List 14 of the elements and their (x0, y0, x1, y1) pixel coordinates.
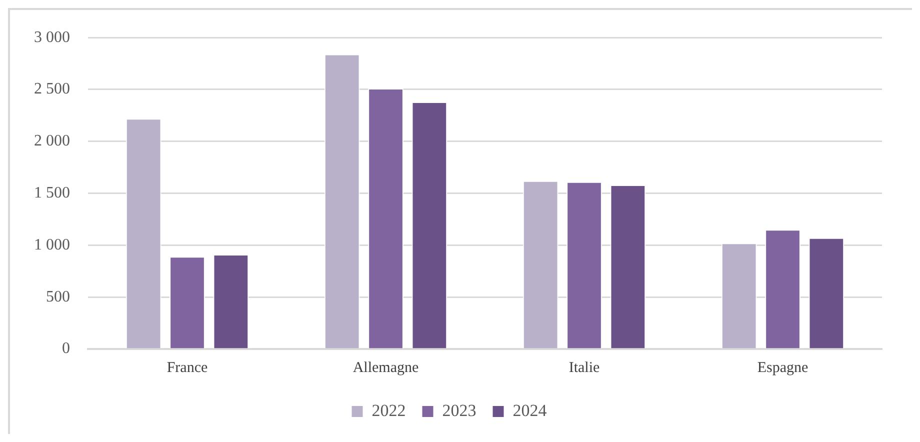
y-tick-label: 2 500 (34, 80, 70, 98)
x-tick-label: Allemagne (352, 360, 419, 376)
y-tick-label: 1 000 (34, 236, 70, 254)
y-tick-label: 2 000 (34, 132, 70, 150)
y-tick-label: 1 500 (34, 184, 70, 202)
legend-label: 2024 (512, 400, 548, 420)
x-tick-label: Italie (568, 360, 600, 376)
x-tick-label: France (166, 360, 208, 376)
x-tick-label: Espagne (757, 360, 808, 376)
y-tick-label: 500 (46, 288, 70, 306)
legend-label: 2023 (442, 400, 476, 420)
legend-label: 2022 (372, 400, 406, 420)
y-tick-label: 0 (62, 340, 70, 358)
y-tick-label: 3 000 (34, 28, 70, 46)
